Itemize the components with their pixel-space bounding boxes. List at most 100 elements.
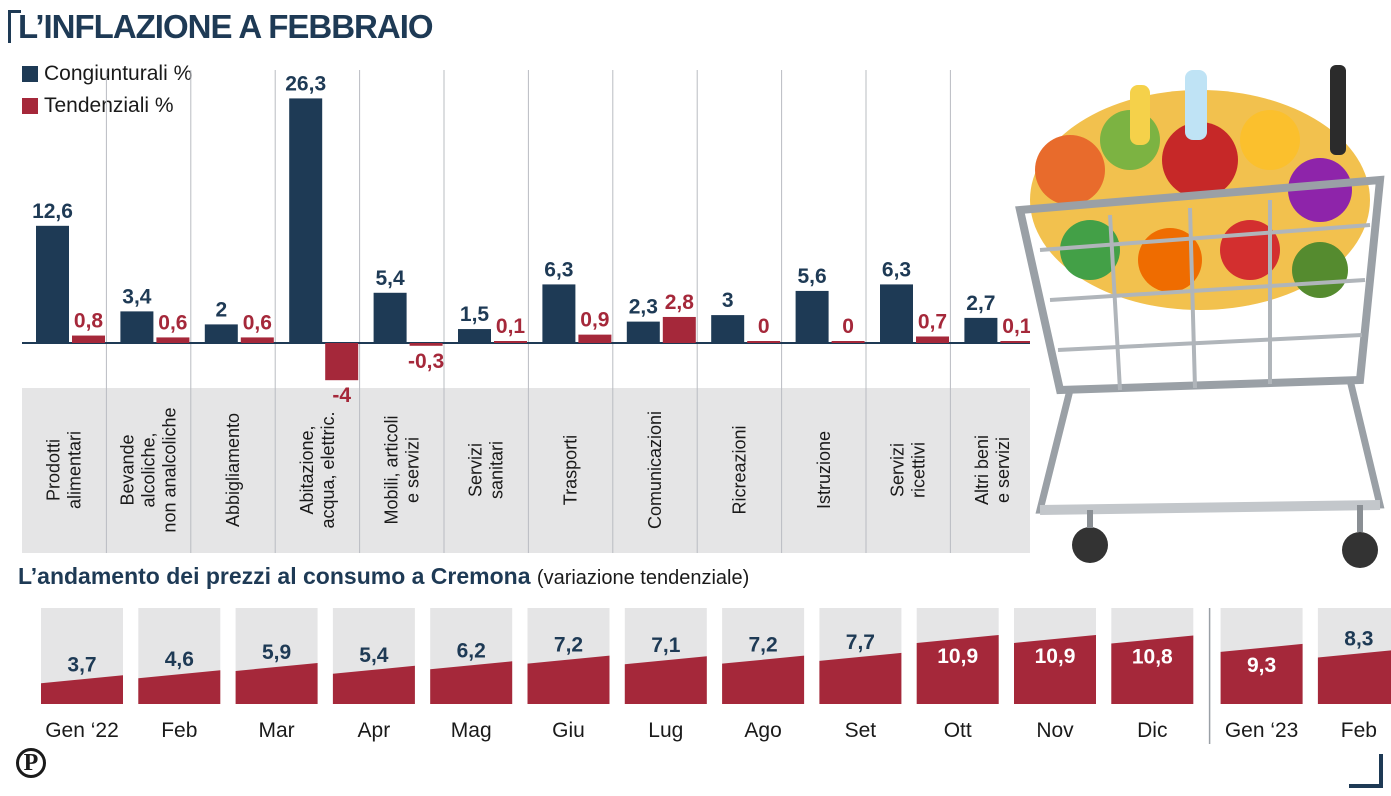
trend-month-label: Mag — [451, 719, 492, 742]
trend-value-label: 7,2 — [554, 634, 583, 657]
category-label: Servizi sanitari — [466, 441, 507, 499]
category-label-line: Servizi — [466, 443, 486, 497]
category-label-line: Abbigliamento — [223, 413, 243, 527]
data-label-congiunturali: 1,5 — [460, 303, 490, 326]
trend-value-label: 10,9 — [1035, 645, 1076, 668]
bar-congiunturali — [964, 317, 998, 343]
trend-month-label: Lug — [648, 719, 683, 742]
bar-congiunturali — [880, 284, 913, 343]
trend-month-label: Feb — [161, 719, 197, 742]
category-label-line: Servizi — [888, 443, 908, 497]
trend-month-label: Nov — [1036, 719, 1074, 742]
category-label-line: Mobili, articoli — [381, 415, 401, 524]
trend-value-label: 5,9 — [262, 641, 291, 664]
category-label-line: e servizi — [402, 437, 422, 503]
bar-congiunturali — [120, 311, 154, 343]
bar-congiunturali — [795, 290, 829, 343]
bar-tendenziali — [662, 316, 696, 343]
data-label-congiunturali: 6,3 — [882, 258, 911, 281]
bar-congiunturali — [36, 225, 69, 343]
trend-subtitle: (variazione tendenziale) — [536, 567, 750, 589]
bar-congiunturali — [626, 321, 660, 343]
corner-mark-bottom-right — [1349, 754, 1383, 788]
legend-label-tendenziali: Tendenziali % — [44, 94, 174, 117]
data-label-tendenziali: 0,6 — [243, 311, 272, 334]
category-label-line: acqua, elettric. — [318, 411, 338, 528]
trend-value-label: 10,9 — [937, 645, 978, 668]
category-label: Comunicazioni — [645, 411, 665, 529]
data-label-tendenziali: 0,1 — [1002, 315, 1030, 338]
bar-tendenziali — [1000, 341, 1030, 343]
trend-value-label: 7,7 — [846, 631, 875, 654]
trend-value-label: 10,8 — [1132, 646, 1173, 669]
category-label-line: Altri beni — [972, 435, 992, 505]
trend-bar — [41, 675, 123, 704]
trend-value-label: 9,3 — [1247, 654, 1276, 677]
category-label-line: non analcoliche — [160, 407, 180, 532]
trend-value-label: 7,1 — [651, 634, 681, 657]
data-label-tendenziali: 0 — [758, 315, 770, 338]
category-label-line: Trasporti — [561, 435, 581, 505]
shopping-cart-illustration — [1015, 65, 1385, 568]
main-title: L’INFLAZIONE A FEBBRAIO — [18, 8, 434, 45]
trend-bar — [916, 634, 999, 704]
category-label: Servizi ricettivi — [888, 442, 929, 498]
bar-tendenziali — [494, 341, 527, 343]
trend-bar — [1317, 650, 1391, 704]
data-label-congiunturali: 26,3 — [285, 72, 326, 95]
trend-month-label: Feb — [1341, 719, 1377, 742]
trend-value-label: 7,2 — [748, 634, 777, 657]
trend-bar — [722, 655, 805, 704]
category-label-line: Prodotti — [44, 439, 64, 501]
trend-month-label: Apr — [358, 719, 391, 742]
data-label-congiunturali: 3 — [722, 289, 734, 312]
data-label-tendenziali: -4 — [332, 384, 351, 407]
trend-month-label: Set — [845, 719, 877, 742]
category-label-line: Abitazione, — [297, 425, 317, 514]
category-label: Altri beni e servizi — [972, 435, 1013, 505]
data-label-tendenziali: 0,1 — [496, 315, 526, 338]
trend-month-label: Ott — [944, 719, 972, 742]
trend-bar — [1220, 643, 1303, 704]
bar-tendenziali — [72, 335, 105, 343]
trend-value-label: 4,6 — [165, 648, 194, 671]
trend-bar — [430, 661, 513, 704]
bar-congiunturali — [204, 324, 238, 343]
legend-item-tendenziali: Tendenziali % — [22, 90, 192, 122]
monthly-trend-chart: 3,7 Gen ‘22 4,6 Feb 5,9 Mar 5,4 Apr 6,2 Mag 7,2 Giu… — [41, 608, 1391, 744]
category-label: Abitazione, acqua, elettric. — [297, 411, 338, 528]
data-label-congiunturali: 12,6 — [32, 200, 73, 223]
category-label-line: sanitari — [487, 441, 507, 499]
trend-bar — [527, 655, 610, 704]
trend-value-label: 8,3 — [1344, 628, 1373, 651]
trend-bar — [819, 652, 902, 704]
category-label: Mobili, articoli e servizi — [381, 415, 422, 524]
legend-item-congiunturali: Congiunturali % — [22, 58, 192, 90]
bar-congiunturali — [542, 284, 576, 343]
trend-month-label: Gen ‘23 — [1225, 719, 1299, 742]
trend-month-label: Gen ‘22 — [45, 719, 119, 742]
corner-mark-top-left — [8, 10, 21, 43]
data-label-congiunturali: 2,3 — [629, 296, 658, 319]
trend-bar — [138, 670, 221, 704]
category-label: Trasporti — [561, 435, 581, 505]
legend-swatch-navy — [22, 66, 38, 82]
bar-congiunturali — [458, 329, 491, 343]
category-label: Prodotti alimentari — [44, 431, 85, 509]
category-label: Abbigliamento — [223, 413, 243, 527]
trend-chart-title: L’andamento dei prezzi al consumo a Crem… — [18, 563, 749, 590]
bar-tendenziali — [916, 336, 949, 343]
trend-value-label: 6,2 — [457, 639, 486, 662]
category-label: Ricreazioni — [729, 425, 749, 514]
trend-title: L’andamento dei prezzi al consumo a Crem… — [18, 563, 531, 589]
trend-bar — [1014, 634, 1096, 704]
bar-tendenziali — [240, 337, 274, 343]
bar-congiunturali — [289, 98, 323, 343]
bar-tendenziali — [747, 341, 781, 343]
category-label-line: alcoliche, — [139, 432, 159, 507]
data-label-congiunturali: 5,4 — [375, 267, 405, 290]
data-label-congiunturali: 3,4 — [122, 285, 152, 308]
data-label-tendenziali: 2,8 — [665, 291, 695, 314]
category-label-line: Comunicazioni — [645, 411, 665, 529]
bar-tendenziali — [831, 341, 865, 343]
